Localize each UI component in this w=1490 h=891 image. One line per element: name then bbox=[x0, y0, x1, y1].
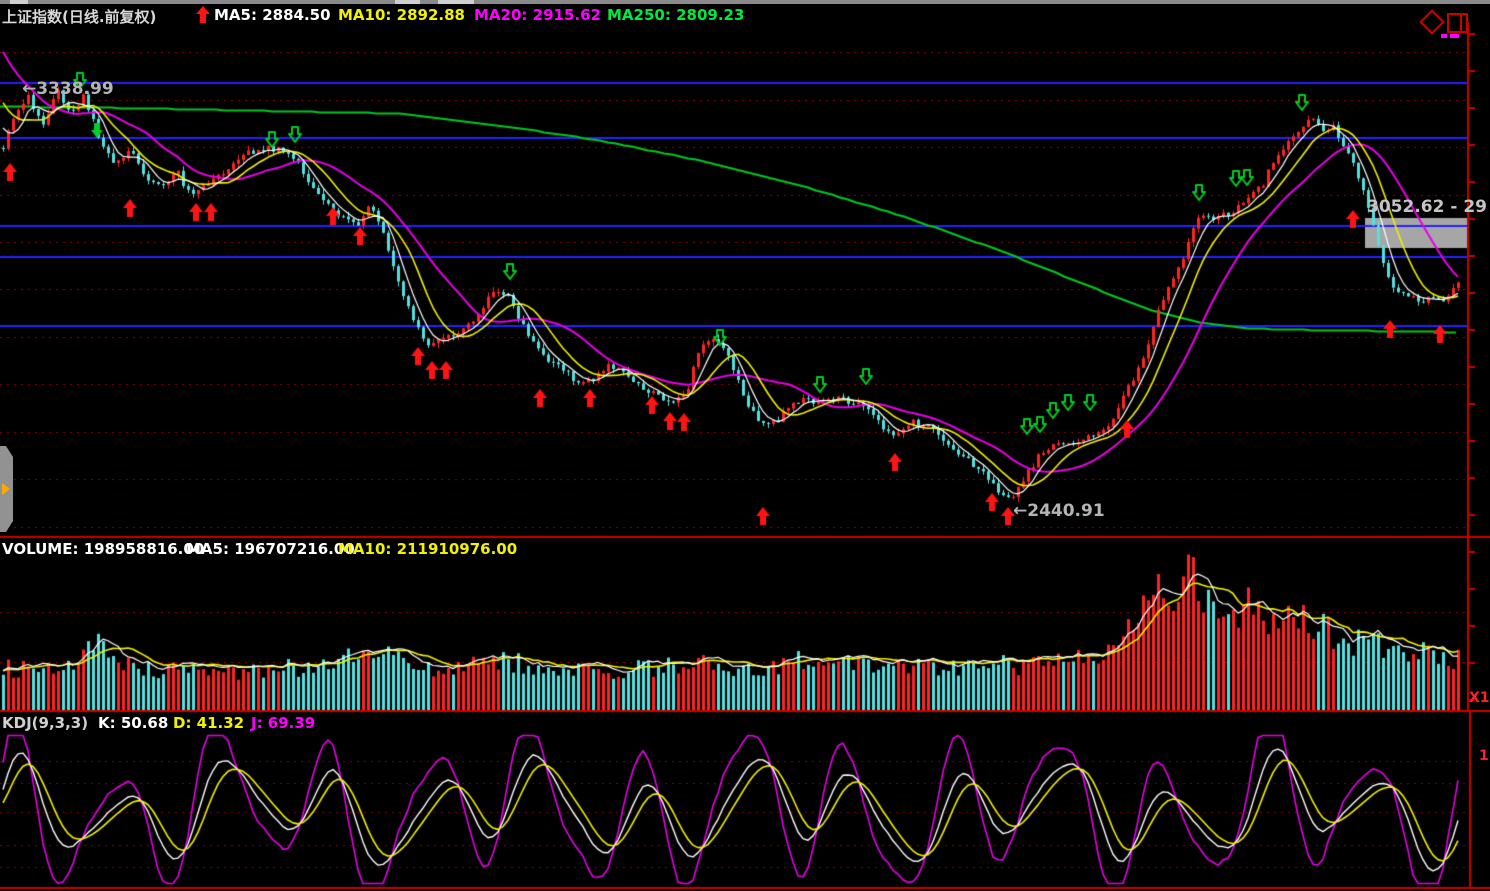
ma20-value: MA20: 2915.62 bbox=[474, 6, 601, 24]
kdj-axis-label: 1 bbox=[1479, 748, 1489, 764]
up-arrow-icon bbox=[196, 6, 210, 23]
kdj-d-value: D: 41.32 bbox=[173, 714, 245, 732]
split-window-icon[interactable] bbox=[1447, 13, 1468, 33]
magenta-dot-indicator bbox=[1441, 34, 1447, 38]
kdj-k-value: K: 50.68 bbox=[98, 714, 169, 732]
top-edge-segment bbox=[395, 0, 420, 4]
top-edge-segment bbox=[10, 0, 28, 4]
pane-divider bbox=[1460, 15, 1462, 31]
scale-x1-label: X1 bbox=[1469, 690, 1490, 706]
magenta-dot-indicator bbox=[1450, 34, 1459, 38]
volume-value: VOLUME: 198958816.00 bbox=[2, 540, 205, 558]
ma250-value: MA250: 2809.23 bbox=[607, 6, 745, 24]
range-tooltip-label: 3052.62 - 29 bbox=[1367, 197, 1487, 217]
ma10-value: MA10: 2892.88 bbox=[338, 6, 465, 24]
kdj-j-value: J: 69.39 bbox=[251, 714, 316, 732]
ma5-value: MA5: 2884.50 bbox=[214, 6, 331, 24]
instrument-title: 上证指数(日线.前复权) bbox=[2, 8, 157, 26]
volume-ma5-value: MA5: 196707216.00 bbox=[186, 540, 355, 558]
kdj-name-label[interactable]: KDJ(9,3,3) bbox=[2, 714, 89, 732]
window-top-edge bbox=[0, 0, 1490, 4]
expand-right-icon bbox=[2, 483, 10, 495]
low-price-label: ←2440.91 bbox=[1013, 501, 1105, 521]
volume-ma10-value: MA10: 211910976.00 bbox=[338, 540, 518, 558]
sidebar-slide-handle[interactable] bbox=[0, 446, 13, 532]
high-price-label: ←3338.99 bbox=[22, 79, 114, 99]
top-edge-segment bbox=[438, 0, 474, 4]
